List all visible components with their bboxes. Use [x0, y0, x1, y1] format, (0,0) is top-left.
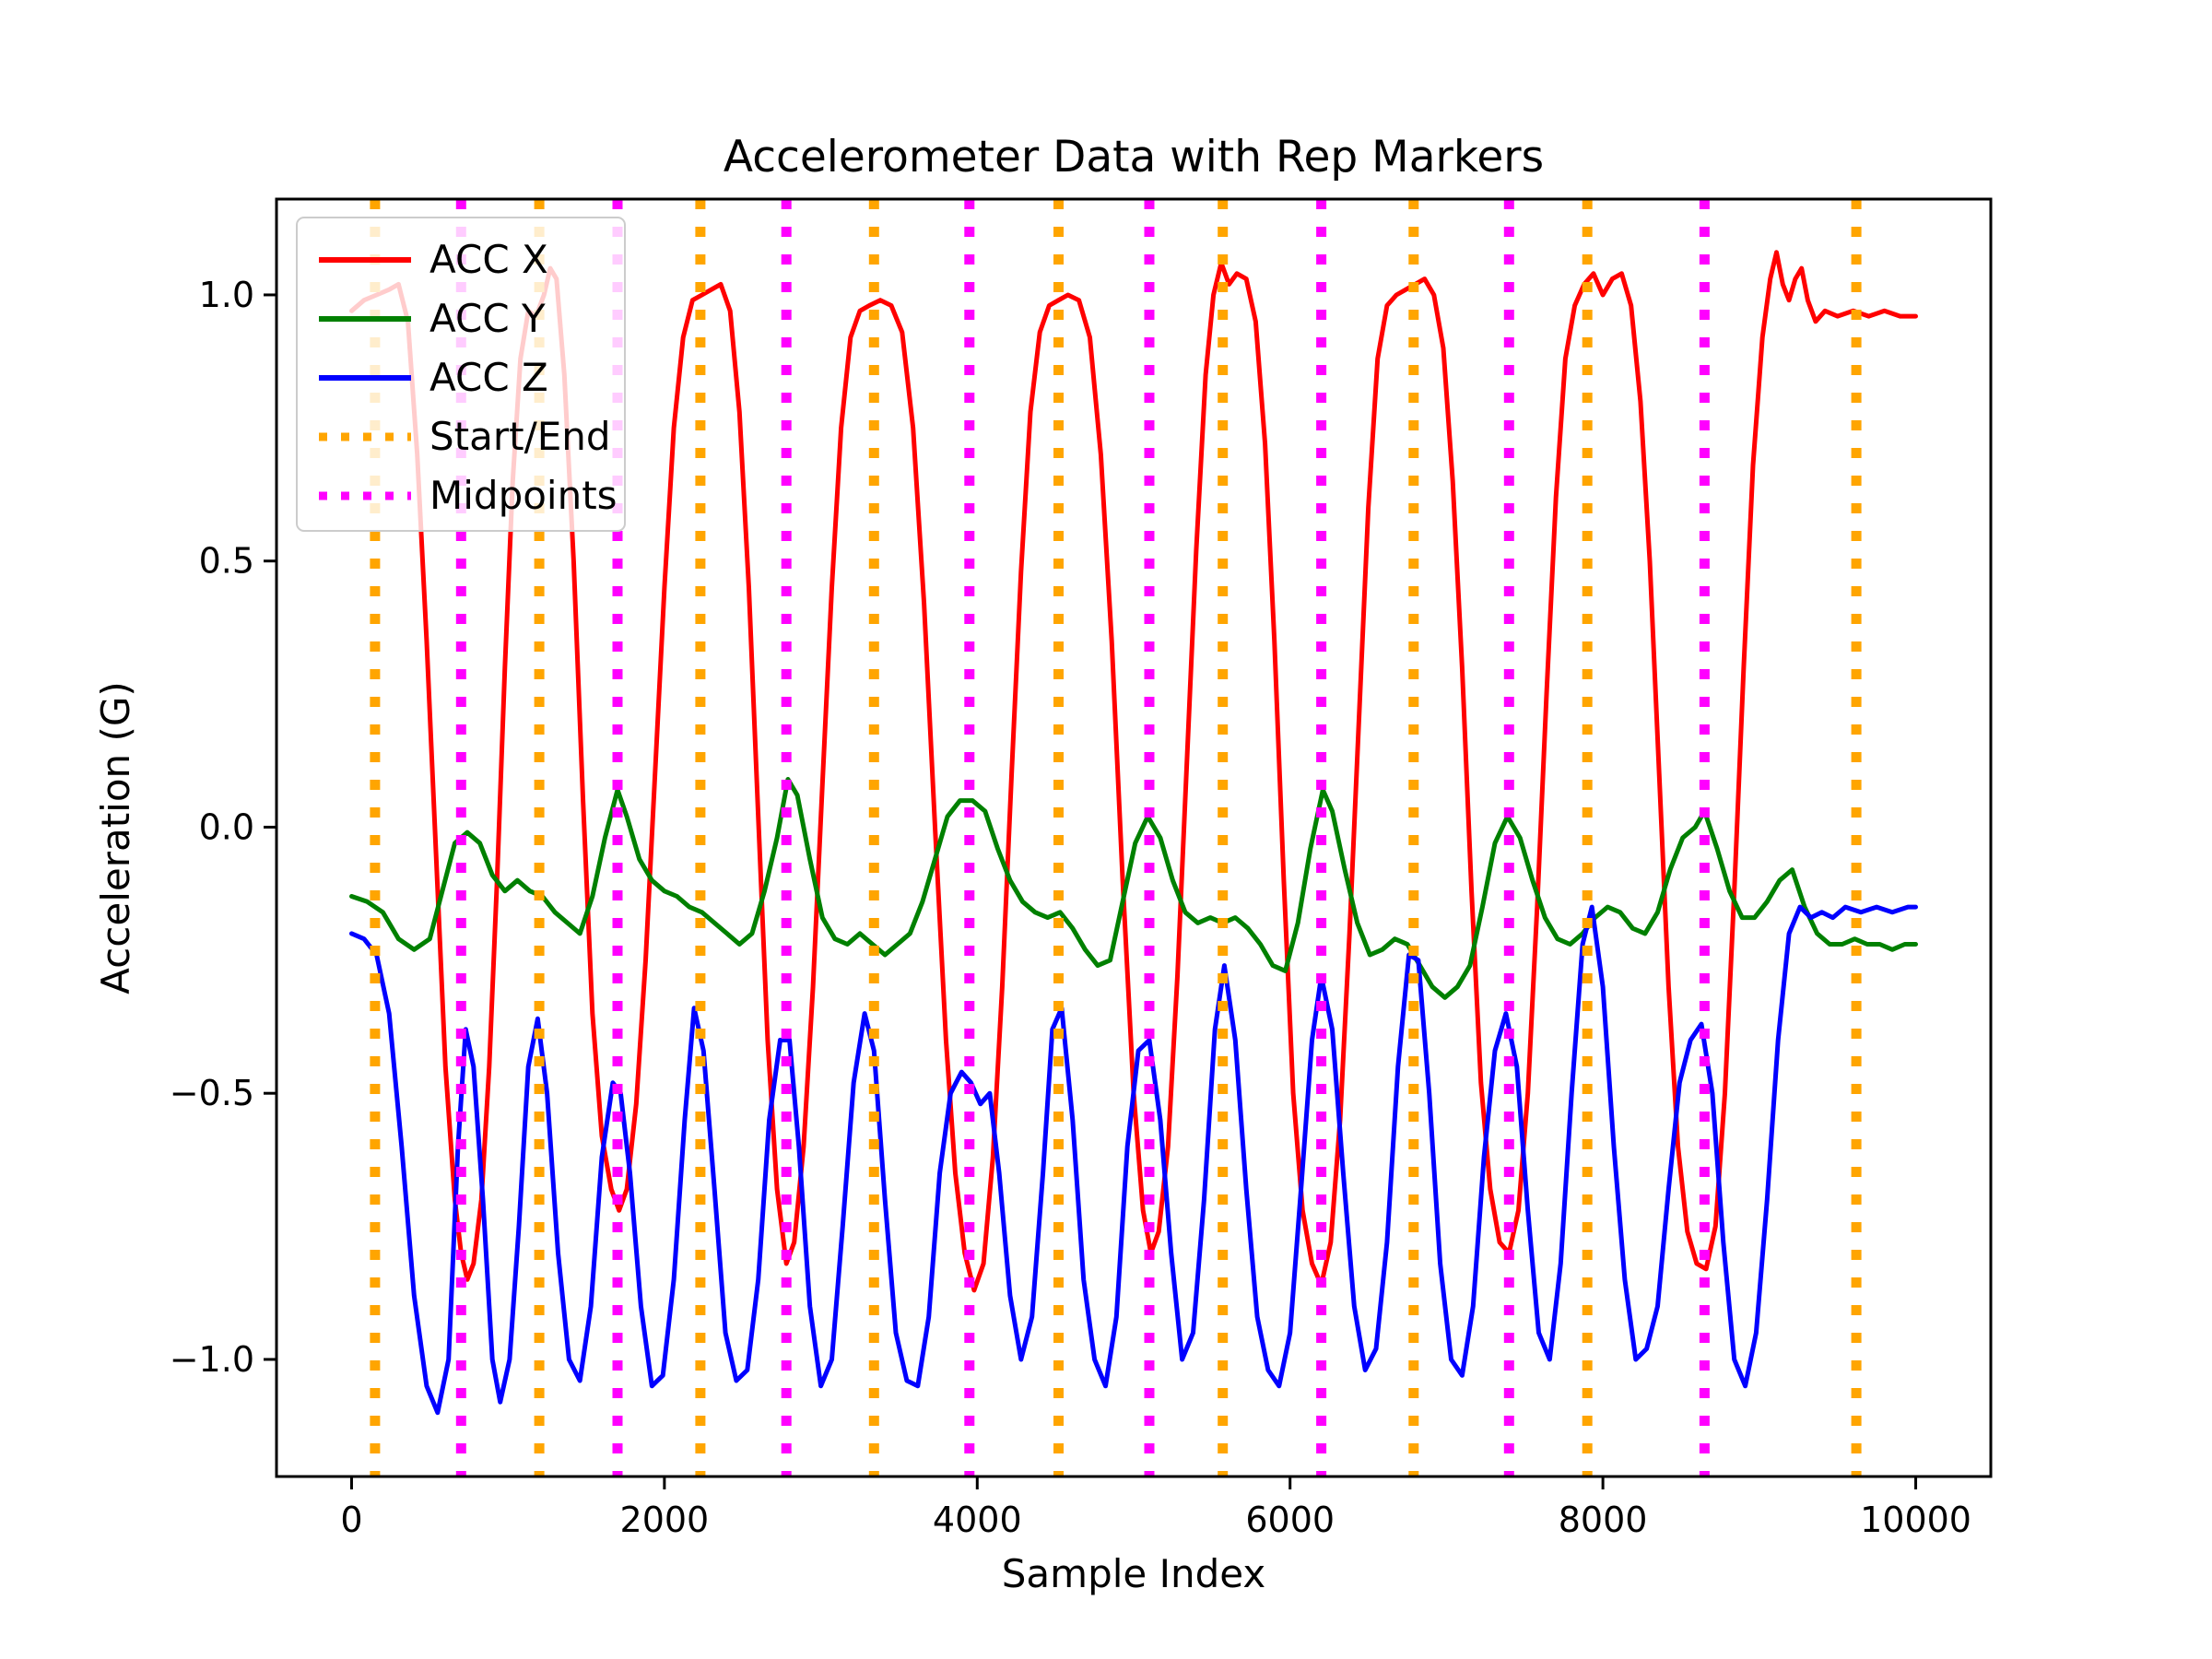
legend: ACC X ACC Y ACC Z Start/End Midpoints — [296, 217, 626, 532]
series-lines-group — [349, 250, 1918, 1416]
series-acc-x — [349, 250, 1918, 1293]
y-tick-label: 1.0 — [199, 275, 254, 315]
y-axis-label: Acceleration (G) — [93, 681, 138, 994]
series-acc-y — [349, 777, 1918, 1000]
series-acc-z — [349, 904, 1918, 1416]
x-tick-label: 4000 — [933, 1500, 1022, 1540]
plot-border — [275, 197, 1993, 1478]
legend-label-acc-y: ACC Y — [429, 296, 546, 341]
legend-label-acc-x: ACC X — [429, 237, 548, 282]
x-tick-label: 10000 — [1860, 1500, 1971, 1540]
rep-marker-lines-group — [370, 199, 1862, 1477]
y-axis-ticks: −1.0 −0.5 0.0 0.5 1.0 — [170, 275, 276, 1380]
y-tick-label: 0.0 — [199, 806, 254, 847]
x-tick-label: 8000 — [1559, 1500, 1648, 1540]
y-tick-label: 0.5 — [199, 541, 254, 582]
y-tick-label: −0.5 — [170, 1073, 254, 1113]
legend-label-start-end: Start/End — [429, 414, 611, 459]
x-tick-label: 6000 — [1245, 1500, 1335, 1540]
x-tick-label: 2000 — [620, 1500, 710, 1540]
x-tick-label: 0 — [340, 1500, 362, 1540]
x-axis-ticks: 0 2000 4000 6000 8000 10000 — [340, 1477, 1971, 1540]
legend-box — [296, 217, 626, 532]
chart-title: Accelerometer Data with Rep Markers — [724, 132, 1544, 182]
y-tick-label: −1.0 — [170, 1339, 254, 1380]
x-axis-label: Sample Index — [1002, 1551, 1265, 1596]
legend-label-midpoints: Midpoints — [429, 473, 618, 518]
legend-label-acc-z: ACC Z — [429, 355, 548, 400]
